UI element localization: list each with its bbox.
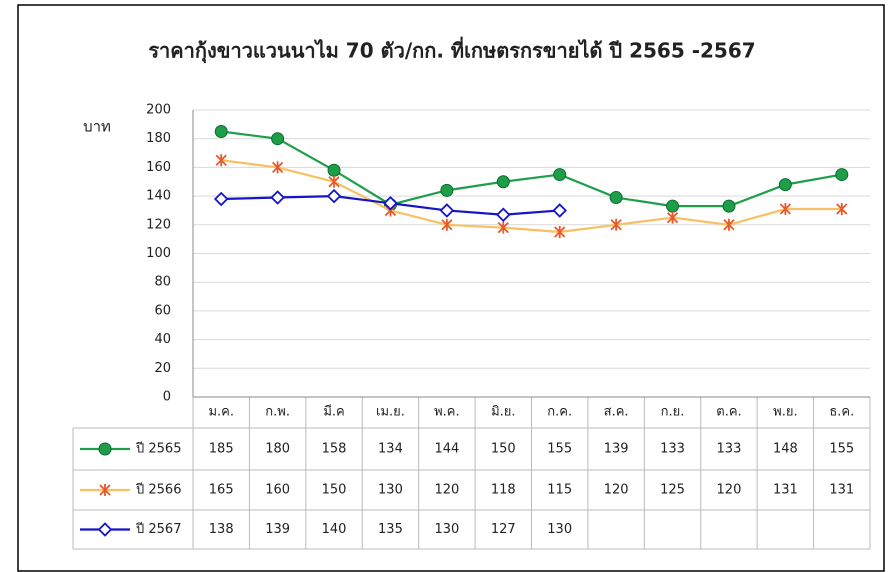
table-value: 180 [265, 442, 290, 457]
x-tick-label: มิ.ย. [491, 405, 515, 420]
y-tick-label: 80 [154, 275, 171, 290]
table-value: 131 [773, 483, 798, 498]
marker [214, 125, 228, 139]
table-value: 139 [265, 522, 290, 537]
y-tick-label: 200 [146, 103, 171, 118]
table-value: 131 [829, 483, 854, 498]
marker [553, 168, 567, 182]
marker [97, 522, 113, 537]
legend-label: ปี 2567 [135, 521, 181, 537]
x-tick-label: ต.ค. [716, 405, 741, 420]
x-tick-label: ธ.ค. [829, 405, 854, 420]
marker [723, 218, 735, 231]
marker [270, 190, 285, 205]
marker [440, 183, 454, 197]
marker [327, 163, 341, 177]
table-value: 130 [434, 522, 459, 537]
marker [835, 168, 849, 182]
marker [609, 191, 623, 205]
marker [497, 221, 509, 234]
table-value: 120 [717, 483, 742, 498]
x-tick-label: ก.ย. [661, 405, 685, 420]
marker [213, 191, 229, 207]
marker [326, 188, 342, 204]
table-value: 148 [773, 442, 798, 457]
table-value: 140 [322, 522, 347, 537]
marker [383, 196, 398, 211]
x-tick-label: มี.ค [323, 404, 344, 420]
x-tick-label: ส.ค. [604, 405, 629, 420]
table-value: 155 [829, 442, 854, 457]
table-value: 120 [604, 483, 629, 498]
marker [836, 203, 848, 216]
x-tick-label: ก.พ. [265, 405, 290, 420]
marker [496, 175, 510, 189]
table-value: 155 [547, 442, 572, 457]
marker [271, 132, 285, 146]
table-value: 133 [660, 442, 685, 457]
legend-label: ปี 2566 [135, 482, 181, 498]
table-value: 130 [378, 483, 403, 498]
x-tick-label: พ.ค. [434, 405, 460, 420]
marker [328, 175, 340, 188]
marker [778, 178, 792, 192]
y-tick-label: 60 [154, 303, 171, 318]
y-tick-label: 140 [146, 189, 171, 204]
marker [98, 442, 112, 456]
legend-label: ปี 2565 [135, 441, 181, 457]
table-value: 118 [491, 483, 516, 498]
y-tick-label: 0 [163, 390, 171, 405]
marker [99, 484, 111, 496]
table-value: 144 [434, 442, 459, 457]
table-value: 134 [378, 442, 403, 457]
table-value: 120 [434, 483, 459, 498]
y-tick-label: 20 [154, 361, 171, 376]
marker [610, 218, 622, 231]
table-value: 160 [265, 483, 290, 498]
table-value: 127 [491, 522, 516, 537]
table-value: 138 [209, 522, 234, 537]
table-value: 165 [209, 483, 234, 498]
y-axis-label: บาท [83, 118, 111, 136]
marker [215, 154, 227, 167]
x-tick-label: ก.ค. [547, 405, 572, 420]
table-value: 135 [378, 522, 403, 537]
marker [496, 207, 511, 223]
series-line [221, 159, 842, 234]
table-value: 130 [547, 522, 572, 537]
marker [666, 199, 680, 213]
table-value: 139 [604, 442, 629, 457]
y-tick-label: 120 [146, 217, 171, 232]
series-line [221, 130, 842, 208]
y-tick-label: 180 [146, 131, 171, 146]
chart-title: ราคากุ้งขาวแวนนาไม 70 ตัว/กก. ที่เกษตรกร… [148, 36, 755, 64]
y-tick-label: 40 [154, 332, 171, 347]
table-value: 133 [717, 442, 742, 457]
x-tick-label: พ.ย. [773, 405, 797, 420]
x-tick-label: ม.ค. [208, 405, 234, 420]
marker [271, 161, 284, 174]
marker [666, 211, 679, 224]
marker [722, 199, 736, 213]
marker [439, 203, 455, 218]
table-value: 125 [660, 483, 685, 498]
table-value: 185 [209, 442, 234, 457]
table-value: 115 [547, 483, 572, 498]
x-tick-label: เม.ย. [376, 405, 405, 420]
marker [779, 203, 792, 216]
marker [554, 225, 566, 238]
marker [552, 203, 567, 218]
table-value: 150 [491, 442, 516, 457]
marker [441, 218, 453, 231]
y-tick-label: 160 [146, 160, 171, 175]
chart-frame [17, 4, 885, 572]
table-value: 150 [322, 483, 347, 498]
y-tick-label: 100 [146, 246, 171, 261]
table-value: 158 [322, 442, 347, 457]
